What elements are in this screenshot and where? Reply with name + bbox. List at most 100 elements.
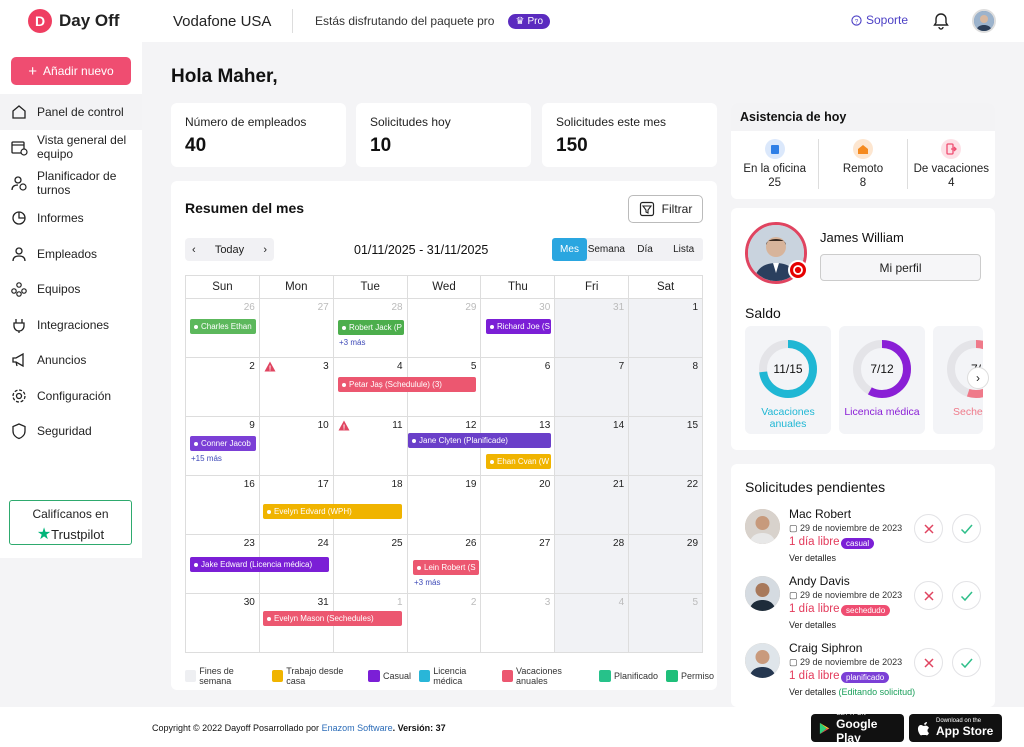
day-number: 3 [544,597,551,608]
sidebar-item-dashboard[interactable]: Panel de control [0,94,142,130]
day-cell[interactable]: 26 [186,299,260,357]
approve-button[interactable] [952,514,981,543]
approve-button[interactable] [952,648,981,677]
balance-card[interactable]: 7/12 Licencia médica [839,326,925,434]
view-details-link[interactable]: Ver detalles [789,620,836,630]
day-cell[interactable]: 2 [186,358,260,416]
my-profile-button[interactable]: Mi perfil [820,254,981,281]
reject-button[interactable] [914,648,943,677]
day-cell[interactable]: 29 [408,299,482,357]
sidebar-item-reports[interactable]: Informes [0,201,142,237]
support-link[interactable]: ? Soporte [851,13,908,27]
user-avatar[interactable] [972,9,996,33]
day-cell[interactable]: 5 [629,594,703,652]
day-cell[interactable]: 14 [555,417,630,475]
view-month[interactable]: Mes [552,238,587,261]
more-events-link[interactable]: +3 más [414,578,441,587]
app-logo[interactable]: D Day Off [28,9,148,33]
day-cell[interactable]: 21 [555,476,630,534]
day-cell[interactable]: 10 [260,417,334,475]
today-button[interactable]: Today [214,243,245,256]
calendar-event[interactable]: Jane Clyten (Planificade) [408,433,551,448]
chevron-right-icon[interactable]: › [967,367,989,389]
sidebar-item-shift-planner[interactable]: Planificador de turnos [0,165,142,201]
day-cell[interactable]: 1 [334,594,408,652]
chevron-left-icon[interactable]: ‹ [192,243,196,256]
day-cell[interactable]: 15 [629,417,703,475]
day-cell[interactable]: 8 [629,358,703,416]
app-store-button[interactable]: Download on the App Store [909,714,1002,742]
view-day[interactable]: Día [637,244,653,255]
bell-icon[interactable] [930,10,952,32]
home-icon [12,104,26,119]
day-cell[interactable]: 28 [555,535,630,593]
sidebar-item-announcements[interactable]: Anuncios [0,343,142,379]
more-events-link[interactable]: +3 más [339,338,366,347]
balance-card[interactable]: 7/ Seche [933,326,983,434]
day-cell[interactable]: 4 [555,594,630,652]
calendar-event[interactable]: Richard Joe (S [486,319,551,334]
day-number: 3 [323,361,329,372]
day-cell[interactable]: 20 [481,476,556,534]
day-cell[interactable]: 31 [555,299,630,357]
sidebar-item-team-overview[interactable]: Vista general del equipo [0,130,142,166]
day-cell[interactable]: 7 [555,358,630,416]
balance-card[interactable]: 11/15 Vacaciones anuales [745,326,831,434]
chevron-right-icon[interactable]: › [263,243,267,256]
day-cell[interactable]: 18 [334,476,408,534]
calendar-event[interactable]: Petar Jaș (Schedulule) (3) [338,377,476,392]
calendar-event[interactable]: Evelyn Mason (Sechedules) [263,611,402,626]
day-cell[interactable]: 24 [260,535,334,593]
day-cell[interactable]: 1 [629,299,703,357]
view-week[interactable]: Semana [587,244,625,255]
day-cell[interactable]: 3 [481,594,556,652]
approve-button[interactable] [952,581,981,610]
trustpilot-badge[interactable]: Califícanos en ★Trustpilot [9,500,132,545]
reject-button[interactable] [914,581,943,610]
calendar-event[interactable]: Jake Edward (Licencia médica) [190,557,329,572]
calendar-event[interactable]: Charles Ethan [190,319,256,334]
day-cell[interactable]: 13 [481,417,556,475]
view-list[interactable]: Lista [673,244,695,255]
sidebar-item-integrations[interactable]: Integraciones [0,307,142,343]
add-new-button[interactable]: + Añadir nuevo [11,57,131,85]
gear-icon [12,389,26,403]
day-cell[interactable]: 16 [186,476,260,534]
attendance-vacation: De vacaciones 4 [908,139,995,189]
day-cell[interactable]: ! 11 [334,417,408,475]
view-details-link[interactable]: Ver detalles (Editando solicitud) [789,687,915,697]
day-cell[interactable]: 27 [481,535,556,593]
day-cell[interactable]: 30 [481,299,556,357]
request-tag: sechedudo [841,605,891,616]
day-cell[interactable]: 2 [408,594,482,652]
day-cell[interactable]: 28 [334,299,408,357]
filter-button[interactable]: Filtrar [628,195,703,223]
day-cell[interactable]: 29 [629,535,703,593]
company-link[interactable]: Enazom Software [321,723,393,733]
sidebar-item-employees[interactable]: Empleados [0,236,142,272]
calendar-event[interactable]: Ehan Cvan (W [486,454,551,469]
sidebar-item-teams[interactable]: Equipos [0,272,142,308]
day-cell[interactable]: 30 [186,594,260,652]
google-play-button[interactable]: GET IT ON Google Play [811,711,904,745]
legend-label: Permiso [680,671,714,681]
calendar-event[interactable]: Lein Robert (S [413,560,479,575]
day-cell[interactable]: ! 3 [260,358,334,416]
reject-button[interactable] [914,514,943,543]
view-details-link[interactable]: Ver detalles [789,553,836,563]
calendar-event[interactable]: Conner Jacob [190,436,256,451]
day-cell[interactable]: 19 [408,476,482,534]
attendance-label: En la oficina [743,163,806,175]
day-cell[interactable]: 5 [408,358,482,416]
day-cell[interactable]: 26 [408,535,482,593]
day-cell[interactable]: 25 [334,535,408,593]
calendar-event[interactable]: Evelyn Edvard (WPH) [263,504,402,519]
day-cell[interactable]: 22 [629,476,703,534]
sidebar-item-settings[interactable]: Configuración [0,378,142,414]
sidebar-item-security[interactable]: Seguridad [0,414,142,450]
calendar-event[interactable]: Robert Jack (P [338,320,404,335]
more-events-link[interactable]: +15 más [191,454,222,463]
day-cell[interactable]: 27 [260,299,334,357]
day-cell[interactable]: 9 [186,417,260,475]
day-cell[interactable]: 6 [481,358,556,416]
